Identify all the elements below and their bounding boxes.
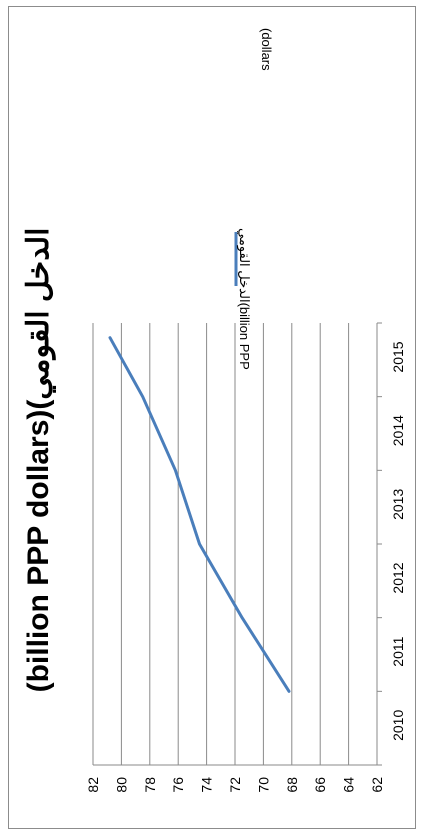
x-tick-label: 2015 [390, 341, 406, 372]
x-tick-label: 2010 [390, 710, 406, 741]
y-tick-label: 82 [85, 777, 101, 793]
legend-label-line1: الدخل القومي(billion PPP [236, 228, 252, 370]
series-layer [108, 336, 291, 693]
y-tick-label: 66 [312, 777, 328, 793]
legend: الدخل القومي(billion PPP (dollars [234, 28, 274, 370]
x-tick-label: 2012 [390, 562, 406, 593]
x-tick-label: 2013 [390, 489, 406, 520]
y-tick-label: 64 [341, 777, 357, 793]
series-line [108, 336, 291, 693]
y-tick-label: 62 [369, 777, 385, 793]
y-tick-label: 78 [142, 777, 158, 793]
x-tick-label: 2014 [390, 415, 406, 446]
y-axis-tick-labels: 62 64 66 68 70 72 74 76 78 80 82 [85, 777, 385, 793]
chart-frame [8, 6, 416, 829]
y-tick-label: 68 [284, 777, 300, 793]
x-axis-tick-labels: 2010 2011 2012 2013 2014 2015 [390, 341, 406, 741]
legend-label-line2: (dollars [259, 28, 274, 71]
y-tick-label: 72 [227, 777, 243, 793]
chart-title: (billion PPP dollars)(الدخل القومي [22, 228, 56, 693]
x-tick-label: 2011 [390, 636, 406, 666]
y-tick-label: 80 [113, 777, 129, 793]
axes [93, 322, 382, 766]
gridlines [92, 323, 350, 765]
y-tick-label: 70 [255, 777, 271, 793]
y-tick-label: 76 [170, 777, 186, 793]
y-tick-label: 74 [199, 777, 215, 793]
